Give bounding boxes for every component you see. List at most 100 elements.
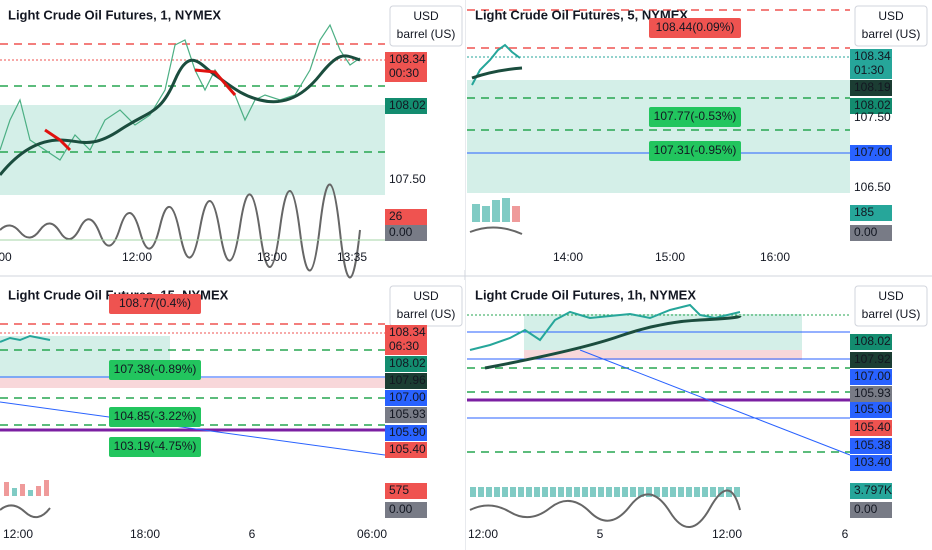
time-label: 16:00 xyxy=(760,250,790,264)
price-tag: 26 xyxy=(389,209,403,223)
time-label: 12:00 xyxy=(468,527,498,541)
zone xyxy=(0,105,385,195)
price-tag: 185 xyxy=(854,205,874,219)
oscillator xyxy=(0,504,51,519)
order-tag-bg[interactable] xyxy=(649,141,741,161)
price-tag: 01:30 xyxy=(854,63,884,77)
price-tag-bg xyxy=(850,386,892,402)
price-tag: 108.02 xyxy=(854,334,891,348)
currency-box[interactable] xyxy=(854,285,928,327)
time-label: 00 xyxy=(0,250,12,264)
time-label: 6 xyxy=(842,527,849,541)
price-tag-bg xyxy=(850,80,892,96)
price-tag-bg xyxy=(385,339,427,355)
price-tag-bg xyxy=(385,52,427,68)
chart-br xyxy=(467,303,851,529)
price-tag-bg xyxy=(385,407,427,423)
order-tag-bg[interactable] xyxy=(109,294,201,314)
order-tag-bg[interactable] xyxy=(109,360,201,380)
price-tag-bg xyxy=(850,98,892,114)
time-label: 13:35 xyxy=(337,250,367,264)
time-label: 12:00 xyxy=(712,527,742,541)
time-label: 14:00 xyxy=(553,250,583,264)
moving-average xyxy=(0,54,361,176)
chart-tl xyxy=(0,23,385,279)
price-tag-bg xyxy=(850,49,892,65)
oscillator xyxy=(469,226,523,235)
chart-tr xyxy=(467,9,850,235)
currency-box[interactable] xyxy=(854,5,928,47)
order-tag: 107.31(-0.95%) xyxy=(654,143,737,157)
price-tag-bg xyxy=(850,369,892,385)
price-tag: 105.40 xyxy=(389,442,426,456)
trend-line xyxy=(0,401,386,456)
price-tag: 0.00 xyxy=(389,225,413,239)
moving-average-down xyxy=(44,68,237,152)
price-tag-bg xyxy=(850,502,892,518)
price-tag-bg xyxy=(385,483,427,499)
zone xyxy=(467,80,850,193)
price-tag-bg xyxy=(850,205,892,221)
price-tag-bg xyxy=(385,356,427,372)
price-tag: 105.90 xyxy=(389,425,426,439)
price-tag-bg xyxy=(850,334,892,350)
price-tag: 06:30 xyxy=(389,339,419,353)
price-tag: 105.93 xyxy=(854,386,891,400)
time-label: 12:00 xyxy=(3,527,33,541)
currency: USD xyxy=(413,9,439,23)
unit: barrel (US) xyxy=(862,307,921,321)
price xyxy=(469,303,741,351)
volume xyxy=(512,206,520,222)
price-tag: 106.50 xyxy=(854,180,891,194)
order-tag-bg[interactable] xyxy=(109,437,201,457)
price-tag: 0.00 xyxy=(389,502,413,516)
price-tag-bg xyxy=(385,98,427,114)
time-label: 13:00 xyxy=(257,250,287,264)
price-tag: 108.34 xyxy=(389,52,426,66)
price-tag: 575 xyxy=(389,483,409,497)
price-tag-bg xyxy=(850,63,892,79)
zone-loss xyxy=(0,378,385,388)
price-tag-bg xyxy=(385,225,427,241)
price-tag-bg xyxy=(385,325,427,341)
price-tag-bg xyxy=(385,390,427,406)
price-tag: 105.90 xyxy=(854,402,891,416)
order-tag-bg[interactable] xyxy=(109,407,201,427)
price-tag: 108.02 xyxy=(389,98,426,112)
time-label: 15:00 xyxy=(655,250,685,264)
trend-line xyxy=(579,349,851,456)
price-tag-bg xyxy=(850,402,892,418)
currency-box[interactable] xyxy=(389,5,463,47)
currency: USD xyxy=(413,289,439,303)
price-tag: 0.00 xyxy=(854,225,878,239)
time-label: 06:00 xyxy=(357,527,387,541)
volume xyxy=(28,490,33,496)
order-tag: 104.85(-3.22%) xyxy=(114,409,197,423)
chart-title: Light Crude Oil Futures, 1, NYMEX xyxy=(8,7,221,22)
order-tag-bg[interactable] xyxy=(649,107,741,127)
price-tag: 107.00 xyxy=(389,390,426,404)
price-tag-bg xyxy=(385,209,427,225)
price-tag: 103.40 xyxy=(854,455,891,469)
price-tag-bg xyxy=(850,352,892,368)
unit: barrel (US) xyxy=(862,27,921,41)
price-tag-bg xyxy=(385,425,427,441)
volume xyxy=(492,200,500,222)
currency: USD xyxy=(878,9,904,23)
oscillator xyxy=(469,489,741,529)
price-tag-bg xyxy=(385,442,427,458)
volume xyxy=(20,484,25,496)
volume xyxy=(44,480,49,496)
time-label: 18:00 xyxy=(130,527,160,541)
price-tag-bg xyxy=(850,455,892,471)
price-tag: 107.96 xyxy=(389,373,426,387)
price-tag-bg xyxy=(385,502,427,518)
volume xyxy=(4,482,9,496)
price-tag: 00:30 xyxy=(389,66,419,80)
moving-average xyxy=(471,66,523,80)
price xyxy=(0,334,51,343)
order-tag-bg[interactable] xyxy=(649,18,741,38)
currency: USD xyxy=(878,289,904,303)
chart-title: Light Crude Oil Futures, 5, NYMEX xyxy=(475,7,688,22)
